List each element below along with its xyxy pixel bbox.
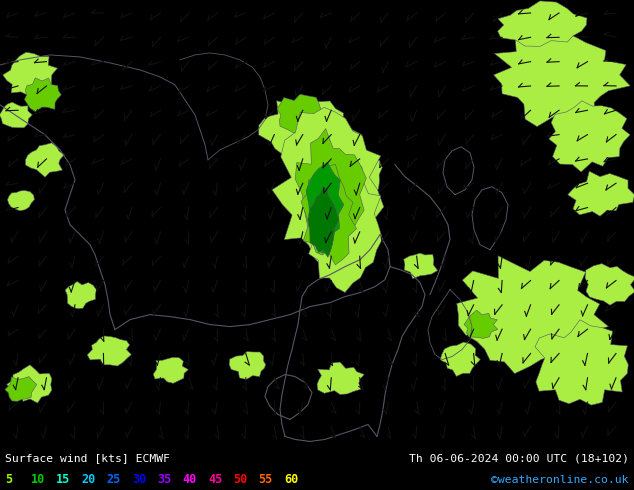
Text: 55: 55 [259,473,273,487]
Polygon shape [567,171,634,216]
Text: 15: 15 [56,473,70,487]
Text: 60: 60 [284,473,298,487]
Polygon shape [307,187,339,257]
Polygon shape [229,352,266,379]
Text: 30: 30 [132,473,146,487]
Text: 40: 40 [183,473,197,487]
Polygon shape [3,52,58,95]
Polygon shape [295,128,366,255]
Polygon shape [5,377,37,401]
Polygon shape [25,78,61,112]
Polygon shape [317,362,364,394]
Polygon shape [535,320,628,405]
Polygon shape [0,102,32,128]
Text: 20: 20 [81,473,95,487]
Polygon shape [65,281,96,309]
Polygon shape [549,101,630,172]
Text: 10: 10 [30,473,44,487]
Polygon shape [320,123,357,155]
Polygon shape [456,256,609,373]
Polygon shape [585,264,634,305]
Text: Th 06-06-2024 00:00 UTC (18+102): Th 06-06-2024 00:00 UTC (18+102) [409,454,629,464]
Polygon shape [272,107,384,278]
Polygon shape [440,342,481,376]
Text: 45: 45 [208,473,222,487]
Polygon shape [464,310,498,339]
Polygon shape [494,31,630,126]
Text: 35: 35 [157,473,171,487]
Polygon shape [7,365,52,403]
Text: 25: 25 [107,473,120,487]
Polygon shape [306,162,344,253]
Polygon shape [25,143,64,177]
Text: ©weatheronline.co.uk: ©weatheronline.co.uk [491,475,629,485]
Text: 5: 5 [5,473,12,487]
Polygon shape [8,191,34,211]
Polygon shape [314,144,382,203]
Polygon shape [498,1,587,47]
Polygon shape [404,253,437,279]
Text: 50: 50 [233,473,247,487]
Text: Surface wind [kts] ECMWF: Surface wind [kts] ECMWF [5,454,170,464]
Polygon shape [308,154,382,293]
Polygon shape [87,336,131,366]
Polygon shape [301,164,356,265]
Polygon shape [277,94,327,135]
Polygon shape [259,101,362,179]
Polygon shape [153,357,188,383]
